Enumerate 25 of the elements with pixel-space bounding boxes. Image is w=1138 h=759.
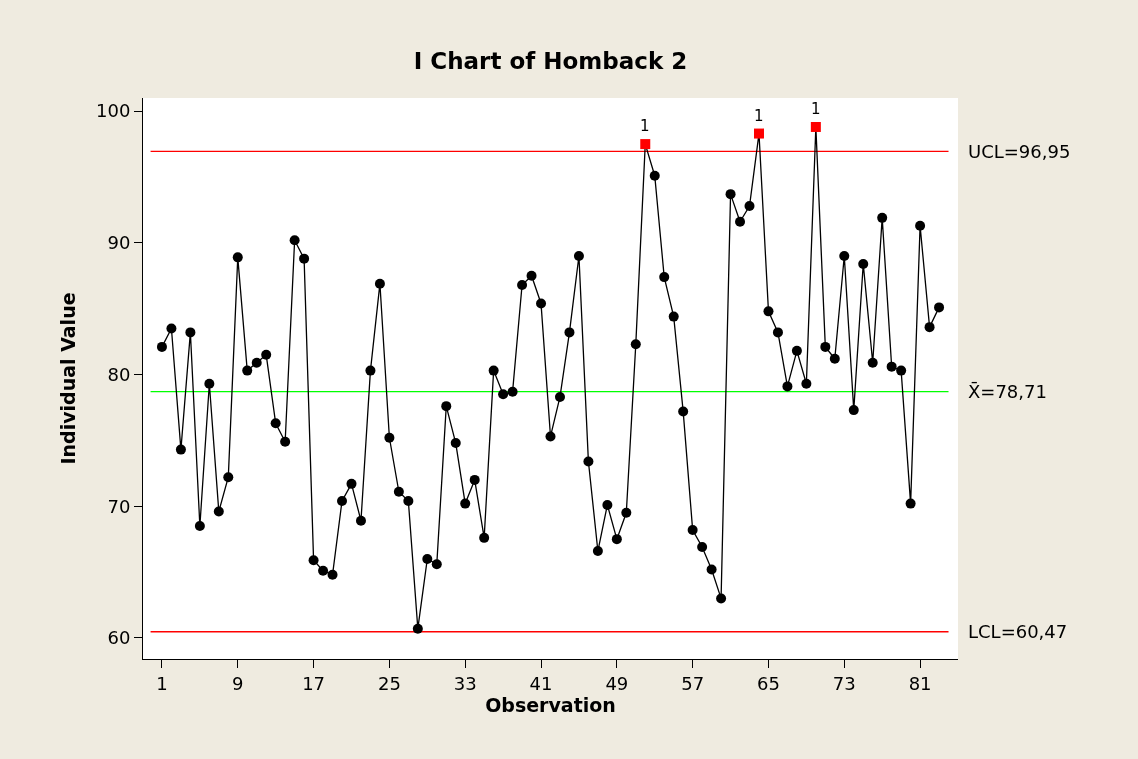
x-tick-label: 57	[681, 672, 705, 694]
ref-line-label: UCL=96,95	[968, 141, 1071, 162]
x-tick-label: 41	[529, 672, 553, 694]
x-tick-label: 17	[302, 672, 326, 694]
x-tick-label: 9	[232, 672, 244, 694]
x-tick-label: 33	[453, 672, 477, 694]
x-tick-label: 25	[377, 672, 401, 694]
x-tick-label: 73	[832, 672, 856, 694]
x-axis-title: Observation	[485, 693, 616, 716]
ref-line-label: LCL=60,47	[968, 621, 1068, 642]
annotation: 1	[754, 107, 764, 125]
y-tick-label: 100	[96, 100, 131, 122]
chart-title: I Chart of Homback 2	[413, 48, 688, 75]
x-tick-label: 49	[605, 672, 629, 694]
y-tick-label: 60	[107, 627, 131, 649]
annotation: 1	[640, 117, 650, 135]
x-tick-label: 1	[156, 672, 168, 694]
y-tick-label: 80	[107, 363, 131, 385]
x-tick-label: 65	[757, 672, 780, 694]
y-tick-label: 70	[107, 495, 131, 517]
y-tick-label: 90	[107, 232, 131, 254]
ref-line-label: X̄=78,71	[968, 381, 1047, 403]
annotation: 1	[811, 100, 821, 118]
x-tick-label: 81	[908, 672, 932, 694]
y-axis-title: Individual Value	[56, 292, 79, 465]
